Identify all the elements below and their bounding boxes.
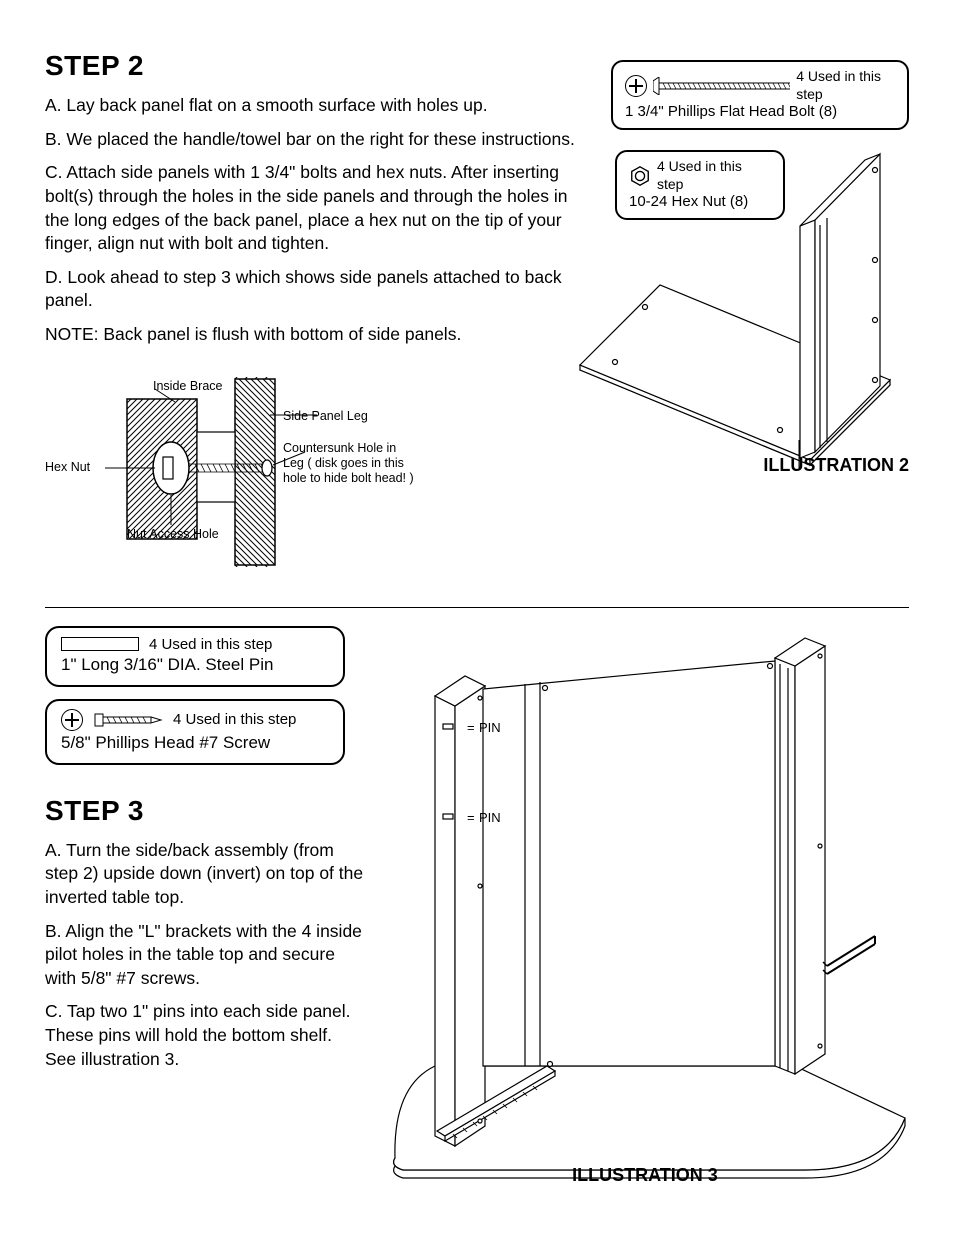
step-2-title: STEP 2: [45, 50, 575, 82]
section-divider: [45, 607, 909, 608]
screw-icon: [93, 710, 163, 730]
screw-usage: 4 Used in this step: [173, 711, 296, 728]
phillips-head-icon: [625, 75, 647, 97]
label-inside-brace: Inside Brace: [153, 379, 222, 393]
steel-pin-icon: [61, 637, 139, 651]
pin-callout-2: PIN: [479, 810, 501, 825]
illustration-3-label: ILLUSTRATION 3: [375, 1165, 915, 1186]
phillips-head-icon: [61, 709, 83, 731]
step-2-note: NOTE: Back panel is flush with bottom of…: [45, 323, 575, 347]
label-nut-access: Nut Access Hole: [127, 527, 219, 541]
step-3-title: STEP 3: [45, 795, 365, 827]
hardware-callout-screw: 4 Used in this step 5/8" Phillips Head #…: [45, 699, 345, 765]
detail-cutaway-drawing: Inside Brace Side Panel Leg Hex Nut Coun…: [45, 377, 425, 567]
illustration-3-svg: = =: [375, 626, 915, 1196]
step-2-para-b: B. We placed the handle/towel bar on the…: [45, 128, 575, 152]
pin-callout-1: PIN: [479, 720, 501, 735]
step-2-para-d: D. Look ahead to step 3 which shows side…: [45, 266, 575, 313]
screw-name: 5/8" Phillips Head #7 Screw: [61, 733, 329, 753]
step-2-illustration-column: 4 Used in this step 1 3/4" Phillips Flat…: [585, 50, 909, 567]
pin-name: 1" Long 3/16" DIA. Steel Pin: [61, 655, 329, 675]
bolt-thread-icon: [653, 77, 790, 95]
illustration-2-label: ILLUSTRATION 2: [763, 455, 909, 476]
pin-label-1: =: [467, 720, 475, 735]
hardware-callout-pin: 4 Used in this step 1" Long 3/16" DIA. S…: [45, 626, 345, 687]
step-3-para-b: B. Align the "L" brackets with the 4 ins…: [45, 920, 365, 991]
illustration-2-svg: [575, 140, 895, 470]
hardware-callout-bolt: 4 Used in this step 1 3/4" Phillips Flat…: [611, 60, 909, 130]
pin-usage: 4 Used in this step: [149, 636, 272, 653]
step-2-para-a: A. Lay back panel flat on a smooth surfa…: [45, 94, 575, 118]
step-2-row: STEP 2 A. Lay back panel flat on a smoot…: [45, 50, 909, 567]
page: STEP 2 A. Lay back panel flat on a smoot…: [0, 0, 954, 1235]
pin-label-2: =: [467, 810, 475, 825]
step-3-row: 4 Used in this step 1" Long 3/16" DIA. S…: [45, 626, 909, 1206]
bolt-usage: 4 Used in this step: [796, 68, 895, 103]
label-hex-nut: Hex Nut: [45, 460, 90, 474]
label-side-panel-leg: Side Panel Leg: [283, 409, 368, 423]
label-countersunk: Countersunk Hole in Leg ( disk goes in t…: [283, 441, 418, 486]
step-2-text-column: STEP 2 A. Lay back panel flat on a smoot…: [45, 50, 575, 567]
step-3-para-a: A. Turn the side/back assembly (from ste…: [45, 839, 365, 910]
step-2-para-c: C. Attach side panels with 1 3/4" bolts …: [45, 161, 575, 256]
step-3-para-c: C. Tap two 1" pins into each side panel.…: [45, 1000, 365, 1071]
bolt-name: 1 3/4" Phillips Flat Head Bolt (8): [625, 103, 895, 122]
step-3-left-column: 4 Used in this step 1" Long 3/16" DIA. S…: [45, 626, 365, 1206]
step-3-illustration-column: = = PIN PIN ILLUSTRATION 3: [375, 626, 915, 1206]
